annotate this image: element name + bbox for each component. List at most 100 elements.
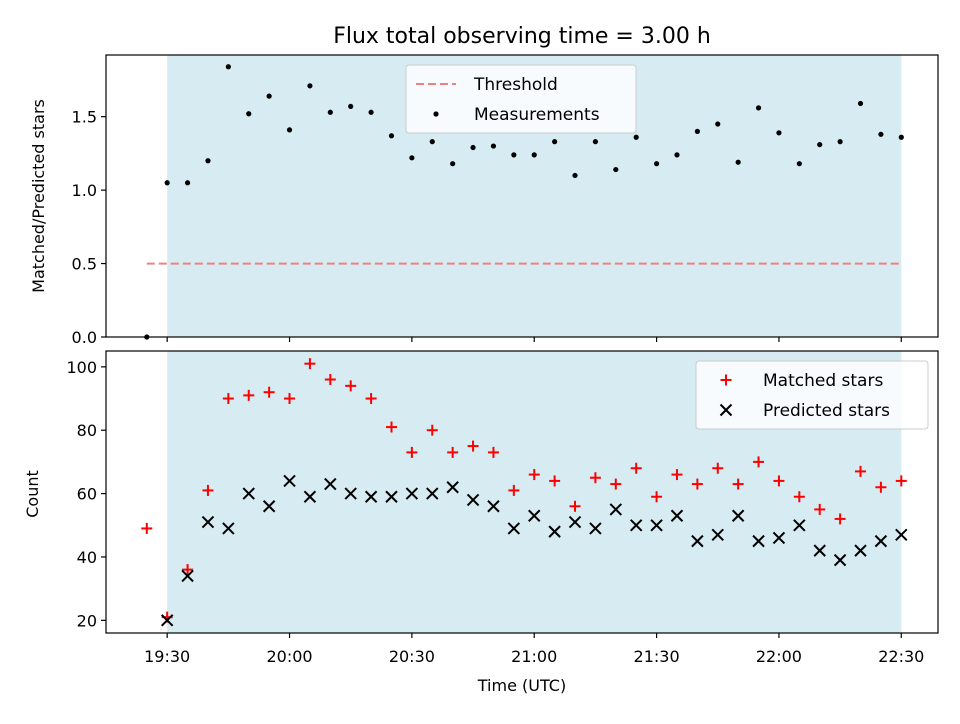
- measurement-point: [450, 161, 456, 167]
- matched-star-point: [630, 462, 642, 474]
- marker-stroke: [833, 553, 847, 567]
- predicted-star-point: [181, 569, 194, 583]
- predicted-star-point: [691, 534, 704, 548]
- predicted-star-point: [344, 487, 357, 500]
- marker-stroke: [772, 531, 786, 545]
- y-tick-label: 1.5: [72, 108, 97, 127]
- matched-star-point: [324, 374, 336, 386]
- x-tick-label: 20:30: [389, 647, 435, 666]
- predicted-star-point: [629, 519, 643, 532]
- measurement-point: [307, 83, 313, 89]
- matched-star-point: [549, 475, 561, 487]
- marker-stroke: [589, 522, 602, 535]
- measurement-point: [857, 100, 864, 107]
- matched-star-point: [834, 513, 846, 525]
- predicted-star-point: [201, 515, 215, 529]
- marker-stroke: [405, 487, 419, 500]
- predicted-star-point: [262, 500, 276, 513]
- marker-stroke: [222, 522, 235, 535]
- predicted-star-point: [364, 490, 378, 503]
- predicted-star-point: [895, 528, 908, 541]
- predicted-star-point: [283, 474, 296, 488]
- matched-star-point: [406, 446, 418, 458]
- y-tick-label: 100: [66, 358, 97, 377]
- marker-stroke: [242, 487, 255, 500]
- marker-stroke: [854, 544, 867, 557]
- predicted-star-point: [160, 614, 174, 627]
- predicted-star-point: [487, 500, 500, 513]
- chart-title: Flux total observing time = 3.00 h: [333, 24, 711, 49]
- marker-stroke: [793, 519, 806, 532]
- marker-stroke: [609, 503, 623, 516]
- measurement-point: [184, 180, 191, 186]
- matched-star-point: [651, 491, 663, 503]
- matched-star-point: [753, 456, 765, 468]
- measurement-point: [327, 109, 333, 115]
- predicted-star-point: [385, 490, 398, 503]
- measurement-point: [164, 180, 170, 186]
- marker-stroke: [201, 515, 215, 529]
- y-tick-label: 60: [77, 485, 97, 504]
- measurement-point: [429, 139, 435, 145]
- matched-star-point: [345, 380, 357, 392]
- predicted-star-point: [507, 522, 521, 535]
- measurement-point: [490, 143, 497, 149]
- marker-stroke: [160, 614, 174, 627]
- marker-stroke: [466, 493, 480, 507]
- matched-star-point: [610, 478, 622, 490]
- top-panel: 0.0 0.5 1.0 1.5 Threshold Measurements: [72, 54, 939, 347]
- measurement-point: [286, 127, 293, 133]
- matched-star-point: [284, 393, 296, 405]
- predicted-star-point: [528, 509, 541, 522]
- x-tick-label: 19:30: [144, 647, 190, 666]
- matched-star-point: [182, 564, 194, 576]
- predicted-star-point: [609, 503, 623, 516]
- y-tick-label: 40: [77, 548, 97, 567]
- marker-stroke: [303, 490, 317, 503]
- bottom-panel: 20 40 60 80 100 19:30 20:00 20:30 21:00 21:30 22:0…: [66, 350, 939, 666]
- matched-star-point: [508, 484, 520, 496]
- legend-predicted-label: Predicted stars: [763, 401, 890, 421]
- marker-stroke: [731, 509, 745, 522]
- predicted-star-point: [833, 553, 847, 567]
- marker-stroke: [568, 515, 582, 529]
- matched-star-point: [304, 358, 316, 370]
- y-tick-label: 0.0: [72, 328, 97, 347]
- measurement-point: [674, 152, 680, 158]
- predicted-star-point: [548, 525, 561, 538]
- marker-stroke: [487, 500, 500, 513]
- predicted-star-point: [242, 487, 255, 500]
- measurement-point: [266, 93, 272, 99]
- marker-stroke: [711, 528, 724, 541]
- y-tick-label: 0.5: [72, 255, 97, 274]
- predicted-star-point: [303, 490, 317, 503]
- x-tick-label: 21:00: [511, 647, 557, 666]
- measurement-point: [694, 128, 700, 134]
- measurement-point: [470, 144, 476, 151]
- matched-star-point: [365, 393, 377, 405]
- legend-matched-handle: [720, 374, 732, 386]
- predicted-star-point: [589, 522, 602, 535]
- marker-stroke: [324, 477, 337, 491]
- matched-star-point: [447, 446, 459, 458]
- matched-star-point: [467, 440, 479, 452]
- legend-box: [695, 360, 929, 430]
- marker-stroke: [548, 525, 561, 538]
- predicted-star-point: [813, 544, 826, 557]
- measurement-point: [633, 134, 639, 140]
- matched-star-point: [222, 393, 234, 405]
- marker-stroke: [283, 474, 296, 488]
- x-tick-label: 22:00: [756, 647, 802, 666]
- x-tick-label: 21:30: [634, 647, 680, 666]
- predicted-star-point: [405, 487, 419, 500]
- marker-stroke: [874, 534, 888, 548]
- y-tick-label: 80: [77, 421, 97, 440]
- legend-matched-label: Matched stars: [763, 371, 883, 391]
- matched-star-point: [263, 386, 275, 398]
- legend-box: [405, 64, 637, 134]
- predicted-star-point: [854, 544, 867, 557]
- predicted-star-point: [466, 493, 480, 507]
- predicted-star-point: [731, 509, 745, 522]
- predicted-star-point: [752, 534, 765, 548]
